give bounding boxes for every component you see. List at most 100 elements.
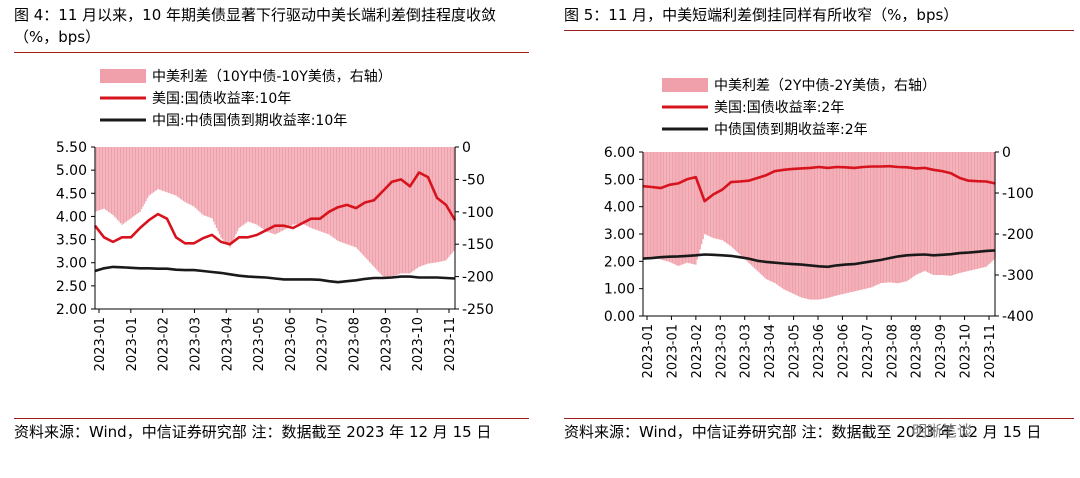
spread-bar bbox=[262, 147, 264, 230]
spread-bar bbox=[963, 152, 965, 272]
spread-bar bbox=[206, 147, 209, 217]
spread-bar bbox=[698, 152, 700, 255]
spread-bar bbox=[646, 152, 649, 259]
spread-bar bbox=[972, 152, 974, 270]
spread-bar bbox=[439, 147, 441, 262]
spread-bar bbox=[790, 152, 792, 293]
spread-bar bbox=[433, 147, 435, 263]
spread-bar bbox=[789, 152, 791, 293]
spread-bar bbox=[289, 147, 291, 227]
y-right-tick-label: -300 bbox=[1002, 268, 1034, 284]
spread-bar bbox=[866, 152, 869, 289]
spread-bar bbox=[676, 152, 678, 266]
spread-bar bbox=[151, 147, 153, 194]
spread-bar bbox=[413, 147, 416, 271]
spread-bar bbox=[389, 147, 392, 277]
y-right-tick-label: -150 bbox=[462, 237, 494, 253]
spread-bar bbox=[175, 147, 177, 196]
spread-bar bbox=[149, 147, 152, 195]
spread-bar bbox=[233, 147, 236, 238]
spread-bar bbox=[287, 147, 290, 228]
spread-bar bbox=[106, 147, 108, 211]
spread-bar bbox=[152, 147, 155, 193]
spread-bar bbox=[818, 152, 820, 300]
spread-bar bbox=[352, 147, 354, 247]
spread-bar bbox=[100, 147, 102, 210]
spread-bar bbox=[753, 152, 756, 269]
spread-bar bbox=[687, 152, 690, 264]
spread-bar bbox=[893, 152, 895, 283]
spread-bar bbox=[877, 152, 879, 285]
spread-bar bbox=[731, 152, 734, 248]
spread-bar bbox=[202, 147, 204, 216]
y-left-tick-label: 5.00 bbox=[56, 163, 87, 179]
spread-bar bbox=[145, 147, 147, 201]
spread-bar bbox=[680, 152, 682, 265]
spread-bar bbox=[223, 147, 225, 241]
spread-bar bbox=[695, 152, 697, 265]
spread-bar bbox=[833, 152, 835, 297]
spread-bar bbox=[771, 152, 773, 282]
spread-bar bbox=[957, 152, 960, 274]
spread-bar bbox=[280, 147, 282, 232]
spread-bar bbox=[940, 152, 942, 275]
spread-bar bbox=[110, 147, 113, 214]
x-tick-label: 2023-05 bbox=[252, 317, 267, 371]
spread-bar bbox=[838, 152, 841, 295]
spread-bar bbox=[137, 147, 140, 213]
spread-bar bbox=[962, 152, 964, 273]
spread-bar bbox=[704, 152, 706, 234]
spread-bar bbox=[214, 147, 216, 225]
spread-bar bbox=[944, 152, 946, 276]
y-right-tick-label: -200 bbox=[1002, 227, 1034, 243]
spread-bar bbox=[830, 152, 832, 298]
legend-spread-bar-label: 中美利差（10Y中债-10Y美债，右轴） bbox=[152, 69, 392, 85]
spread-bar bbox=[193, 147, 195, 207]
spread-bar bbox=[154, 147, 156, 192]
spread-bar bbox=[191, 147, 194, 206]
spread-bar bbox=[926, 152, 929, 273]
spread-bar bbox=[211, 147, 213, 219]
spread-bar bbox=[654, 152, 656, 259]
spread-bar bbox=[316, 147, 318, 231]
spread-bar bbox=[115, 147, 117, 219]
spread-bar bbox=[421, 147, 423, 266]
spread-bar bbox=[915, 152, 917, 275]
spread-bar bbox=[686, 152, 688, 263]
spread-bar bbox=[410, 147, 413, 273]
spread-bar bbox=[858, 152, 860, 291]
spread-bar bbox=[981, 152, 983, 268]
spread-bar bbox=[205, 147, 207, 217]
spread-bar bbox=[796, 152, 798, 296]
legend-cn-yield-label: 中债国债到期收益率:2年 bbox=[714, 121, 868, 138]
spread-bar bbox=[317, 147, 320, 231]
spread-bar bbox=[696, 152, 698, 260]
spread-bar bbox=[890, 152, 892, 283]
spread-bar bbox=[755, 152, 757, 270]
spread-bar bbox=[347, 147, 350, 245]
spread-bar bbox=[888, 152, 891, 283]
spread-bar bbox=[298, 147, 300, 224]
spread-bar bbox=[382, 147, 384, 277]
spread-bar bbox=[146, 147, 149, 199]
spread-bar bbox=[916, 152, 918, 275]
spread-bar bbox=[805, 152, 807, 299]
spread-bar bbox=[212, 147, 215, 222]
spread-bar bbox=[938, 152, 940, 275]
spread-bar bbox=[116, 147, 119, 220]
spread-bar bbox=[337, 147, 339, 241]
x-tick-label: 2023-02 bbox=[157, 317, 172, 371]
spread-bar bbox=[350, 147, 353, 246]
chart-title: 图 4：11 月以来，10 年期美债显著下行驱动中美长端利差倒挂程度收敛（%，b… bbox=[14, 6, 497, 46]
spread-bar bbox=[943, 152, 945, 276]
spread-bar bbox=[170, 147, 173, 194]
spread-bar bbox=[427, 147, 429, 264]
spread-bar bbox=[158, 147, 161, 190]
spread-bar bbox=[448, 147, 450, 257]
spread-bar bbox=[397, 147, 399, 275]
spread-bar bbox=[166, 147, 168, 193]
spread-bar bbox=[946, 152, 948, 276]
spread-bar bbox=[406, 147, 408, 274]
x-tick-label: 2023-06 bbox=[284, 317, 299, 371]
spread-bar bbox=[104, 147, 107, 210]
